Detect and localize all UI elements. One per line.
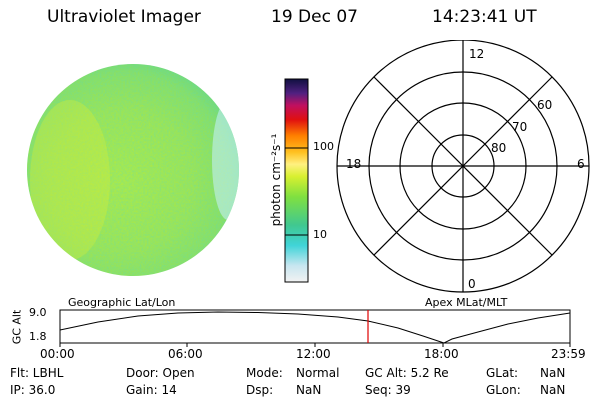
mlat-label-80: 80 <box>491 141 507 155</box>
seq-info: Seq: 39 <box>365 383 411 397</box>
glat-value: NaN <box>540 366 566 380</box>
mlt-label-6: 6 <box>577 157 585 171</box>
timeline-left-label: Geographic Lat/Lon <box>68 296 176 309</box>
timeline-y-tick-top: 9.0 <box>29 306 47 319</box>
glon-value: NaN <box>540 383 566 397</box>
filter-info: Flt: LBHL <box>10 366 64 380</box>
gc-alt-info: GC Alt: 5.2 Re <box>365 366 449 380</box>
colorbar-unit-label: photon cm⁻²s⁻¹ <box>269 133 283 227</box>
mlat-label-70: 70 <box>512 120 528 134</box>
colorbar-gradient <box>284 78 309 283</box>
mode-value: Normal <box>296 366 340 380</box>
time-tick-0600: 06:00 <box>168 347 203 361</box>
date-label: 19 Dec 07 <box>271 7 358 27</box>
time-tick-1800: 18:00 <box>424 347 459 361</box>
mlat-label-60: 60 <box>537 98 553 112</box>
colorbar-label-10: 10 <box>313 228 327 241</box>
colorbar-label-100: 100 <box>313 140 334 153</box>
ip-info: IP: 36.0 <box>10 383 56 397</box>
disk-bright-band <box>30 100 110 260</box>
glon-label: GLon: <box>486 383 521 397</box>
dsp-label: Dsp: <box>246 383 274 397</box>
mlt-label-12: 12 <box>469 47 485 61</box>
timeline-y-tick-bottom: 1.8 <box>29 330 47 343</box>
door-info: Door: Open <box>126 366 195 380</box>
glat-label: GLat: <box>486 366 519 380</box>
mlt-label-18: 18 <box>346 157 362 171</box>
gain-info: Gain: 14 <box>126 383 177 397</box>
timeline-panel <box>59 309 571 347</box>
timeline-right-label: Apex MLat/MLT <box>425 296 508 309</box>
time-label: 14:23:41 UT <box>432 7 537 27</box>
time-tick-0000: 00:00 <box>40 347 75 361</box>
polar-plot <box>336 40 590 293</box>
gc-alt-curve <box>59 311 571 344</box>
time-tick-2359: 23:59 <box>551 347 586 361</box>
polar-diagonal-2 <box>373 76 553 256</box>
disk-limb-glow <box>212 100 239 220</box>
disk-speckle <box>27 64 239 276</box>
mlt-label-0: 0 <box>468 277 476 291</box>
mode-label: Mode: <box>246 366 283 380</box>
timeline-y-axis-label: GC Alt <box>10 309 24 345</box>
uv-disk-image <box>27 64 239 276</box>
instrument-title: Ultraviolet Imager <box>47 7 201 27</box>
colorbar <box>284 78 309 283</box>
time-tick-1200: 12:00 <box>296 347 331 361</box>
dsp-value: NaN <box>296 383 322 397</box>
